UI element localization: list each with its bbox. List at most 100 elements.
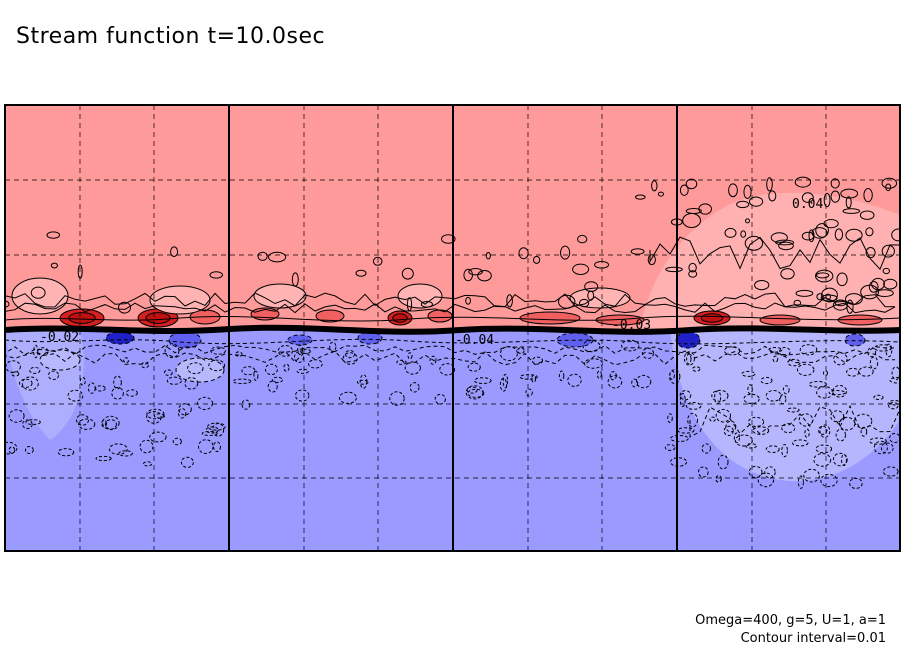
negative-contour bbox=[357, 379, 369, 385]
negative-contour bbox=[123, 357, 130, 364]
negative-contour bbox=[819, 424, 831, 438]
negative-contour bbox=[467, 362, 481, 372]
positive-contour bbox=[749, 196, 764, 207]
positive-contour bbox=[775, 239, 795, 246]
negative-contour bbox=[669, 369, 681, 385]
positive-vortex bbox=[315, 309, 345, 323]
negative-contour bbox=[880, 442, 894, 454]
contour-interval-text: Contour interval=0.01 bbox=[740, 631, 886, 646]
positive-contour bbox=[834, 228, 844, 241]
negative-contour bbox=[781, 444, 788, 458]
positive-contour bbox=[883, 278, 898, 290]
negative-contour bbox=[808, 381, 827, 388]
negative-contour bbox=[57, 448, 75, 457]
interface-features bbox=[11, 277, 883, 383]
positive-vortex bbox=[397, 283, 443, 309]
negative-contour bbox=[297, 344, 304, 355]
negative-contour bbox=[25, 419, 41, 426]
negative-contour bbox=[283, 363, 290, 372]
negative-contour bbox=[241, 399, 251, 410]
positive-contour bbox=[868, 281, 879, 293]
negative-contour bbox=[111, 387, 124, 400]
negative-contour bbox=[21, 376, 39, 391]
positive-contour bbox=[30, 286, 46, 299]
negative-contour bbox=[701, 443, 711, 454]
negative-contour bbox=[567, 373, 582, 387]
negative-contour bbox=[835, 428, 846, 442]
negative-contour bbox=[201, 431, 218, 436]
negative-contour bbox=[830, 410, 845, 423]
negative-contour bbox=[664, 444, 676, 451]
negative-contour bbox=[234, 351, 243, 357]
negative-contour bbox=[139, 439, 154, 454]
chart-title: Stream function t=10.0sec bbox=[16, 24, 326, 49]
positive-contour bbox=[793, 299, 802, 307]
positive-contour bbox=[268, 251, 287, 263]
negative-contour bbox=[409, 382, 420, 393]
negative-contour bbox=[797, 363, 815, 376]
negative-contour bbox=[166, 376, 182, 385]
positive-contour bbox=[635, 194, 646, 200]
positive-contour bbox=[801, 231, 815, 241]
negative-contour bbox=[67, 389, 84, 402]
positive-contour bbox=[579, 298, 590, 308]
positive-vortex bbox=[427, 309, 453, 323]
negative-contour bbox=[140, 362, 149, 369]
negative-contour bbox=[715, 475, 722, 483]
positive-contour bbox=[728, 183, 738, 198]
negative-contour bbox=[607, 375, 623, 389]
negative-contour bbox=[78, 418, 96, 430]
negative-contour bbox=[757, 472, 775, 488]
positive-contour-line bbox=[5, 302, 896, 314]
negative-contour bbox=[267, 380, 278, 393]
negative-contour bbox=[670, 435, 689, 442]
positive-contour bbox=[698, 203, 713, 215]
negative-contour bbox=[781, 423, 796, 434]
negative-contour bbox=[474, 377, 492, 385]
negative-contour bbox=[33, 344, 39, 359]
positive-contour bbox=[688, 270, 698, 278]
positive-contour bbox=[885, 183, 892, 192]
negative-contour bbox=[765, 445, 780, 454]
negative-contour bbox=[748, 465, 763, 479]
negative-contour bbox=[860, 426, 868, 437]
positive-vortex bbox=[11, 277, 69, 315]
negative-contour bbox=[102, 415, 120, 431]
positive-contour bbox=[679, 184, 689, 196]
negative-contour bbox=[294, 351, 304, 364]
negative-contour bbox=[329, 341, 337, 352]
negative-contour bbox=[163, 369, 173, 376]
negative-contour bbox=[241, 366, 256, 376]
positive-contour bbox=[766, 177, 773, 192]
negative-contour bbox=[308, 359, 323, 369]
negative-vortex bbox=[287, 334, 313, 346]
negative-contour bbox=[295, 389, 310, 402]
positive-contour bbox=[875, 289, 894, 298]
positive-contour bbox=[291, 272, 299, 287]
contour-label-1: -0.04 bbox=[455, 333, 494, 348]
contour-label-0: 0.04 bbox=[792, 197, 823, 212]
negative-contour bbox=[37, 347, 49, 357]
negative-contour bbox=[635, 374, 652, 389]
negative-contour bbox=[187, 362, 204, 375]
negative-contour bbox=[760, 376, 773, 385]
negative-contour bbox=[213, 441, 221, 453]
negative-contour bbox=[277, 345, 293, 357]
negative-contour-line bbox=[5, 344, 896, 356]
negative-contour bbox=[768, 347, 783, 353]
positive-contour bbox=[647, 254, 656, 266]
negative-contour bbox=[621, 339, 640, 352]
negative-contour bbox=[679, 390, 692, 401]
positive-contour-line bbox=[5, 292, 896, 308]
negative-contour bbox=[178, 408, 187, 419]
negative-contour bbox=[146, 408, 165, 420]
positive-vortex-core bbox=[392, 313, 408, 323]
negative-contour bbox=[849, 477, 863, 489]
negative-contour bbox=[885, 343, 893, 358]
positive-contour bbox=[506, 294, 513, 308]
negative-contour bbox=[841, 454, 847, 466]
negative-contour bbox=[502, 373, 509, 389]
positive-contour bbox=[816, 293, 824, 301]
positive-contour bbox=[740, 230, 747, 238]
